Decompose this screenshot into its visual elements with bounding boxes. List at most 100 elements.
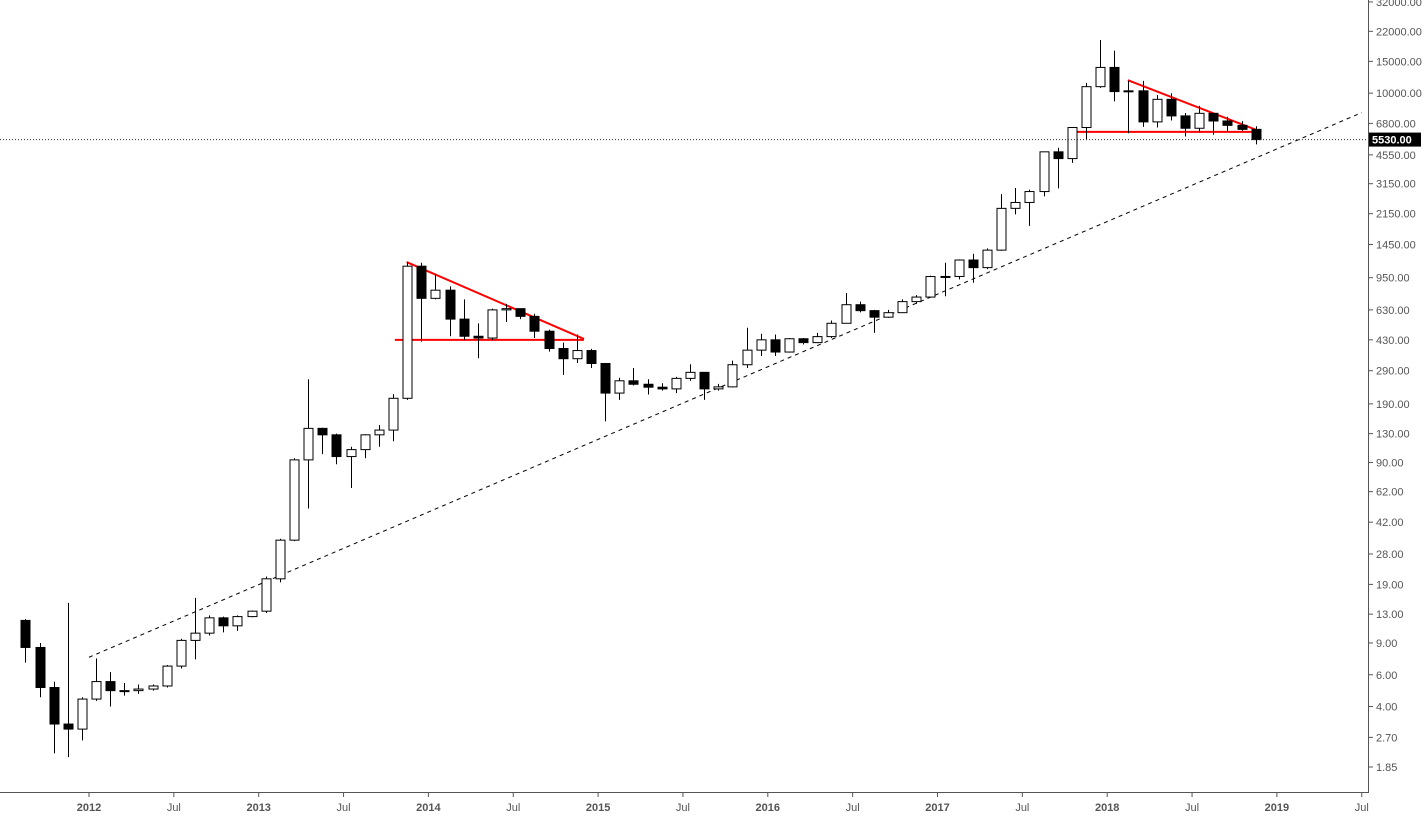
candle-body: [742, 349, 753, 366]
candle-body: [1138, 90, 1149, 123]
candle-body: [968, 259, 979, 269]
candle: [445, 286, 456, 337]
candle: [1166, 93, 1177, 121]
candle: [148, 684, 159, 691]
x-tick-label: 2018: [1095, 802, 1119, 814]
candle: [289, 458, 300, 542]
candle: [657, 383, 668, 391]
candles: [20, 39, 1262, 758]
candle-body: [558, 347, 569, 360]
candle-body: [1010, 201, 1021, 209]
candle: [558, 342, 569, 375]
candle-body: [402, 265, 413, 399]
y-tick-label: 3150.00: [1376, 179, 1416, 191]
y-axis-ticks[interactable]: 32000.00 22000.00 15000.00 10000.00 6800.00 4…: [1368, 0, 1422, 774]
candle: [699, 371, 710, 400]
candle: [968, 253, 979, 283]
candle-body: [487, 309, 498, 339]
candle-body: [289, 459, 300, 541]
x-axis-ticks[interactable]: 2012 Jul 2013 Jul 2014 Jul 2015 Jul 2016 Jul 2017 J…: [77, 793, 1369, 814]
candle: [1095, 39, 1106, 88]
candle-body: [911, 296, 922, 303]
y-tick-label: 130.00: [1376, 429, 1410, 441]
y-tick-label: 10000.00: [1376, 88, 1422, 100]
x-tick-label: 2016: [756, 802, 780, 814]
candle: [515, 308, 526, 320]
candle: [628, 368, 639, 386]
candle: [925, 275, 936, 298]
candle-body: [841, 304, 852, 324]
candle: [1152, 95, 1163, 128]
candle: [459, 299, 470, 340]
last-price-label: 5530.00: [1372, 135, 1412, 147]
axes: [0, 0, 1369, 793]
candle-body: [1251, 128, 1262, 141]
candle-body: [501, 308, 512, 311]
candle-body: [445, 289, 456, 320]
candle-body: [925, 276, 936, 298]
candle: [1024, 189, 1035, 226]
x-tick-label: 2014: [416, 802, 441, 814]
last-price-marker: 5530.00: [0, 132, 1421, 147]
x-tick-label: Jul: [1355, 802, 1369, 814]
y-tick-label: 28.00: [1376, 549, 1404, 561]
candle-body: [148, 685, 159, 690]
candle-body: [600, 362, 611, 394]
candle-body: [614, 380, 625, 394]
x-tick-label: Jul: [337, 802, 351, 814]
candle-body: [699, 371, 710, 390]
candle-body: [218, 617, 229, 627]
candle-body: [1024, 191, 1035, 203]
candle-body: [1166, 98, 1177, 117]
y-tick-label: 2150.00: [1376, 209, 1416, 221]
candle: [869, 309, 880, 333]
candle-body: [360, 434, 371, 451]
candle-body: [515, 308, 526, 317]
candle-body: [544, 330, 555, 349]
candle-body: [261, 578, 272, 612]
candle: [473, 323, 484, 359]
candle-body: [756, 339, 767, 351]
candle: [1251, 126, 1262, 145]
candle: [614, 377, 625, 400]
x-tick-label: 2017: [925, 802, 949, 814]
candle-body: [63, 723, 74, 730]
candle-body: [1081, 86, 1092, 129]
candle: [275, 538, 286, 583]
candle-body: [303, 427, 314, 461]
candle: [1237, 121, 1248, 131]
y-tick-label: 290.00: [1376, 366, 1410, 378]
candle: [49, 681, 60, 754]
candle: [713, 383, 724, 391]
candle: [360, 434, 371, 459]
candle: [35, 642, 46, 698]
y-tick-label: 4.00: [1376, 702, 1397, 714]
candle-body: [826, 322, 837, 338]
candle: [1123, 80, 1134, 134]
candle-body: [1237, 124, 1248, 130]
triangle-2014-upper: [406, 261, 585, 340]
candle-body: [1194, 112, 1205, 129]
y-tick-label: 15000.00: [1376, 56, 1422, 68]
y-tick-label: 32000.00: [1376, 0, 1422, 9]
candle-body: [190, 632, 201, 641]
candle-body: [247, 610, 258, 618]
y-tick-label: 42.00: [1376, 517, 1404, 529]
candle-body: [671, 377, 682, 390]
candle-body: [20, 619, 31, 648]
candle: [1039, 151, 1050, 197]
candle: [487, 308, 498, 340]
candle: [954, 259, 965, 280]
candle: [218, 616, 229, 633]
candle: [374, 425, 385, 447]
candle: [204, 615, 215, 636]
candle: [685, 364, 696, 381]
candle: [544, 329, 555, 352]
candle: [1053, 147, 1064, 189]
y-tick-label: 2.70: [1376, 732, 1397, 744]
x-tick-label: Jul: [676, 802, 690, 814]
y-tick-label: 6.00: [1376, 670, 1397, 682]
candle: [91, 658, 102, 701]
candle: [119, 683, 130, 696]
